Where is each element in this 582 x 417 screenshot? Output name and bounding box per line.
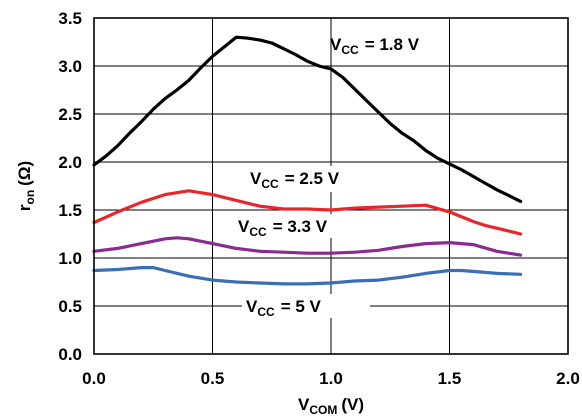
x-axis-title: VCOM (V) — [298, 395, 364, 417]
x-axis: 0.0 0.5 1.0 1.5 2.0 — [82, 369, 580, 388]
series-label-vcc-2-5: VCC = 2.5 V — [250, 169, 340, 191]
x-tick-label: 0.5 — [201, 369, 225, 388]
series-label-bg-vcc-5 — [242, 294, 370, 318]
series-line-3 — [92, 266, 523, 286]
plot-frame — [93, 17, 569, 355]
series-label-vcc-5: VCC = 5 V — [246, 297, 322, 319]
series-label-vcc-1-8: VCC = 1.8 V — [330, 35, 420, 57]
y-tick-label: 1.5 — [58, 201, 82, 220]
series-line-0 — [92, 35, 523, 203]
y-tick-label: 2.5 — [58, 105, 82, 124]
y-tick-label: 3.0 — [58, 57, 82, 76]
series-line-1 — [92, 189, 523, 236]
x-tick-label: 2.0 — [556, 369, 580, 388]
x-tick-label: 1.5 — [438, 369, 462, 388]
x-tick-label: 0.0 — [82, 369, 106, 388]
y-tick-label: 1.0 — [58, 249, 82, 268]
series-line-2 — [92, 236, 523, 257]
y-tick-label: 0.5 — [58, 297, 82, 316]
y-axis-title: ron(Ω) — [15, 161, 37, 211]
series-layer — [92, 35, 523, 286]
series-label-bg-vcc-3-3 — [234, 214, 362, 238]
y-axis: 0.0 0.5 1.0 1.5 2.0 2.5 3.0 3.5 — [58, 9, 82, 364]
y-tick-label: 0.0 — [58, 345, 82, 364]
y-tick-label: 2.0 — [58, 153, 82, 172]
x-tick-label: 1.0 — [319, 369, 343, 388]
y-tick-label: 3.5 — [58, 9, 82, 28]
series-label-bg-vcc-2-5 — [246, 166, 374, 192]
series-label-vcc-3-3: VCC = 3.3 V — [238, 217, 328, 239]
